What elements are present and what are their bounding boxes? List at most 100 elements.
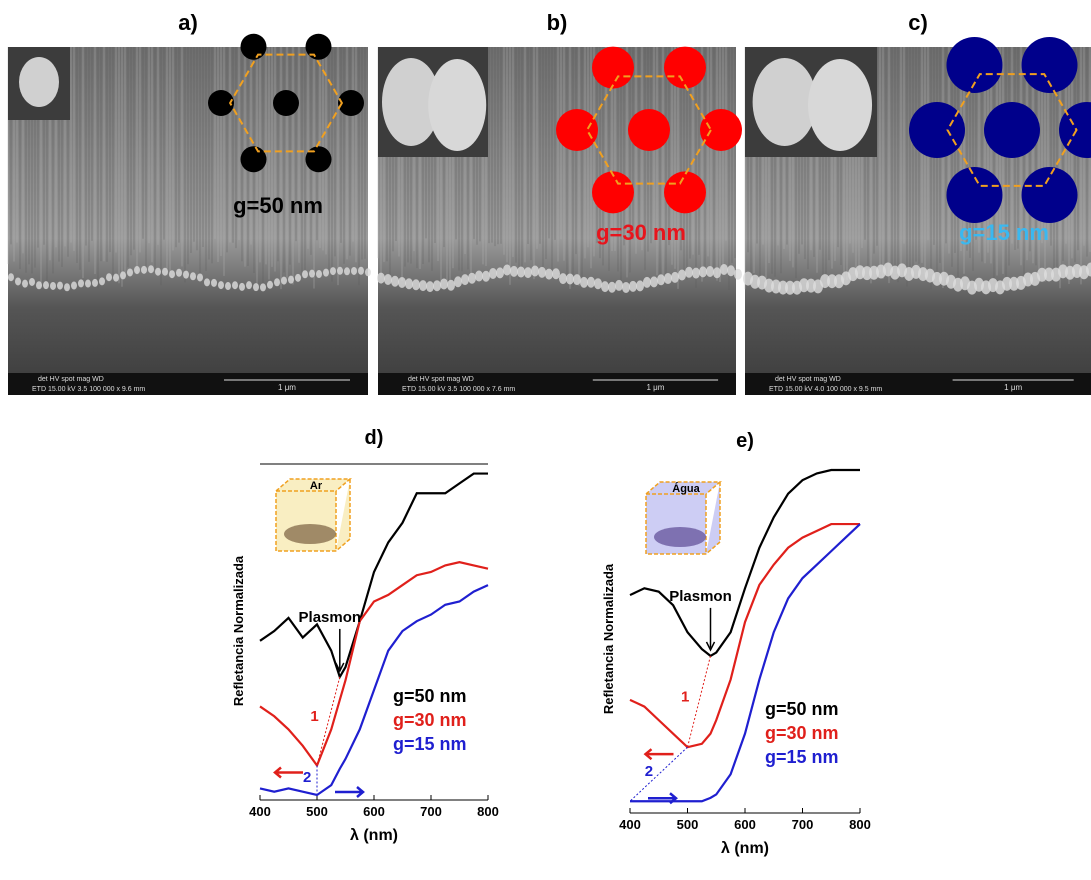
particle [538,267,546,278]
info-header: det HV spot mag WD [408,376,474,383]
x-tick-label: 400 [249,804,271,819]
particle [398,277,406,288]
info-header: det HV spot mag WD [38,376,104,383]
legend-entry: g=15 nm [393,734,467,754]
particle [482,271,490,282]
particle [685,267,693,278]
sample [654,527,706,547]
particle [15,277,21,285]
particle [183,271,189,279]
particle [412,279,420,290]
particle [727,265,735,276]
particle [337,267,343,275]
particle [281,277,287,285]
particle [267,281,273,289]
particle [106,273,112,281]
particle [309,270,315,278]
particle [440,279,448,290]
particle [29,278,35,286]
panel-label: b) [547,10,568,35]
particle [468,273,476,284]
lattice-circle [273,90,299,116]
particle [302,270,308,278]
particle [218,281,224,289]
particle [734,269,742,280]
shift-arrow [275,767,303,777]
x-tick-label: 700 [420,804,442,819]
lattice-circle [592,47,634,89]
particle [475,271,483,282]
x-axis-label: λ (nm) [721,840,769,857]
particle [113,274,119,282]
particle [120,271,126,279]
particle [204,278,210,286]
info-values: ETD 15.00 kV 4.0 100 000 x 9.5 mm [769,386,882,393]
scale-label: 1 μm [646,383,664,392]
particle [517,267,525,278]
particle [426,281,434,292]
particle [391,276,399,287]
particle [253,283,259,291]
particle [330,267,336,275]
particle [531,265,539,276]
particle [713,267,721,278]
particle [288,276,294,284]
lattice-circle [306,34,332,60]
y-axis-label: Refletancia Normalizada [601,563,616,714]
shift-arrow [335,787,363,797]
particle [384,274,392,285]
particle [433,280,441,291]
particle [615,280,623,291]
medium-label: Ar [310,480,323,492]
particle [706,266,714,277]
lattice-circle [556,109,598,151]
lattice-circle [306,146,332,172]
x-tick-label: 500 [306,804,328,819]
particle [50,282,56,290]
particle [671,272,679,283]
annotation: 1 [310,708,318,725]
particle [22,280,28,288]
x-axis-label: λ (nm) [350,827,398,844]
particle [162,268,168,276]
particle [489,268,497,279]
x-tick-label: 600 [734,817,756,832]
particle [316,270,322,278]
particle [587,277,595,288]
legend-entry: g=15 nm [765,747,839,767]
medium-label: Água [672,482,700,495]
particle [524,267,532,278]
x-tick-label: 500 [677,817,699,832]
lattice-circle [241,146,267,172]
shift-arrow [646,749,674,759]
particle [573,274,581,285]
particle [260,283,266,291]
particle [664,273,672,284]
particle [351,267,357,275]
inset-particle [428,59,486,151]
particle [510,266,518,277]
particle [699,266,707,277]
figure: a)g=50 nmdet HV spot mag WDETD 15.00 kV … [0,0,1091,875]
particle [344,267,350,275]
panel-label: a) [178,10,198,35]
guide [317,677,340,766]
particle [246,281,252,289]
x-tick-label: 800 [849,817,871,832]
particle [197,273,203,281]
particle [720,264,728,275]
x-tick-label: 400 [619,817,641,832]
particle [85,280,91,288]
legend-entry: g=30 nm [765,723,839,743]
particle [92,279,98,287]
annotation: 2 [303,769,311,786]
particle [608,282,616,293]
particle [8,273,14,281]
lattice-circle [664,47,706,89]
particle [503,265,511,276]
page: a)g=50 nmdet HV spot mag WDETD 15.00 kV … [0,0,1091,875]
inset-particle [753,58,817,146]
particle [211,279,217,287]
annotation: 1 [681,689,689,706]
particle [141,266,147,274]
